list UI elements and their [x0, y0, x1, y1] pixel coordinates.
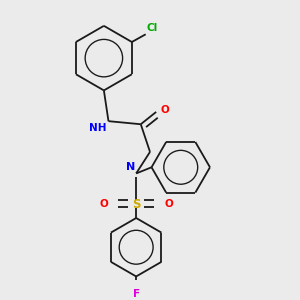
Text: O: O [164, 199, 173, 208]
Text: O: O [99, 199, 108, 208]
Text: Cl: Cl [146, 23, 158, 33]
Text: F: F [133, 289, 140, 299]
Text: NH: NH [89, 123, 107, 133]
Text: O: O [160, 105, 169, 116]
Text: N: N [126, 162, 136, 172]
Text: S: S [132, 198, 140, 211]
